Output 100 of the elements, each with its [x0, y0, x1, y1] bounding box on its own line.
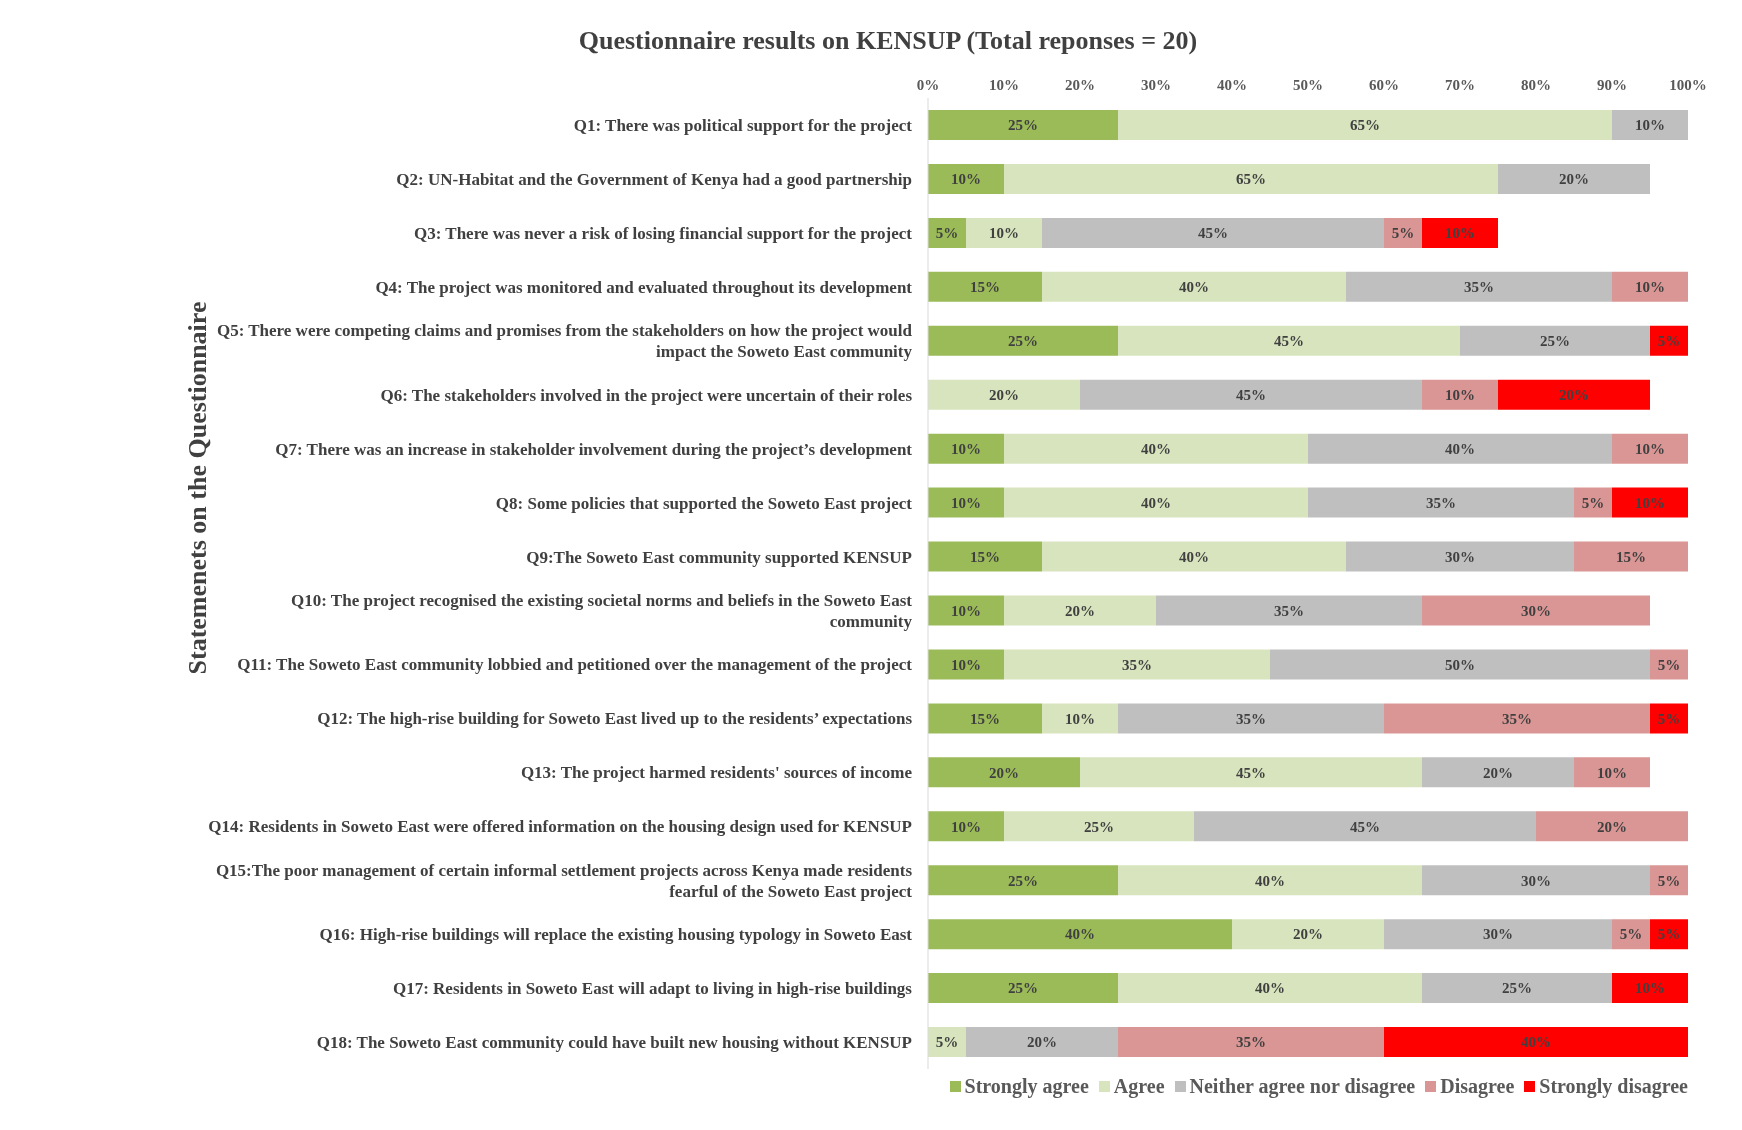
y-axis-title: Statemenets on the Questionnaire: [183, 301, 213, 675]
data-label: 5%: [1657, 710, 1681, 727]
bar: [928, 110, 1118, 140]
y-tick-label: Q13: The project harmed residents' sources of income: [520, 762, 913, 782]
data-label: 25%: [1008, 333, 1038, 350]
data-label: 40%: [1065, 926, 1095, 943]
bar: [928, 865, 1118, 896]
bar: [1118, 865, 1422, 896]
chart-title: Questionnaire results on KENSUP (Total reponses = 20): [577, 26, 1199, 56]
legend-label: Strongly agree: [963, 1075, 1089, 1098]
data-label: 40%: [1255, 980, 1285, 997]
bar: [966, 217, 1042, 248]
data-label: 20%: [1293, 926, 1323, 943]
data-label: 15%: [970, 710, 1000, 727]
bar: [1574, 541, 1688, 572]
bar: [1308, 487, 1574, 518]
bar: [1612, 271, 1688, 302]
bar: [1384, 919, 1612, 950]
bar: [1004, 163, 1498, 194]
y-tick-label: Q6: The stakeholders involved in the project were uncertain of their roles: [380, 385, 913, 405]
data-label: 10%: [1635, 117, 1665, 134]
bar: [1004, 649, 1270, 680]
data-label: 25%: [1084, 818, 1114, 835]
y-tick-label: Q4: The project was monitored and evaluated throughout its development: [375, 277, 913, 297]
data-label: 10%: [1065, 710, 1095, 727]
data-label: 25%: [1008, 117, 1038, 134]
bar: [1346, 541, 1574, 572]
data-label: 20%: [1027, 1034, 1057, 1051]
legend-label: Agree: [1112, 1075, 1165, 1098]
bar: [1460, 325, 1650, 356]
bar: [928, 541, 1042, 572]
data-label: 5%: [1657, 872, 1681, 889]
data-label: 5%: [1657, 333, 1681, 350]
bar: [1118, 325, 1460, 356]
bar: [1118, 703, 1384, 734]
x-tick-label: 100%: [1669, 77, 1707, 93]
data-label: 10%: [1445, 387, 1475, 404]
bar: [1080, 757, 1422, 788]
data-label: 30%: [1483, 926, 1513, 943]
bar: [1080, 379, 1422, 410]
bar: [928, 595, 1004, 626]
data-label: 5%: [1391, 225, 1415, 242]
data-label: 20%: [1597, 818, 1627, 835]
data-label: 35%: [1236, 1034, 1266, 1051]
x-tick-label: 10%: [989, 77, 1019, 93]
y-tick-label: Q12: The high-rise building for Soweto East lived up to the residents’ expectations: [317, 708, 913, 728]
data-label: 25%: [1502, 980, 1532, 997]
data-label: 5%: [1657, 926, 1681, 943]
x-tick-label: 60%: [1369, 77, 1399, 93]
y-tick-label: Q18: The Soweto East community could have built new housing without KENSUP: [316, 1032, 912, 1052]
data-label: 35%: [1426, 494, 1456, 511]
data-label: 5%: [1619, 926, 1643, 943]
bar: [1004, 811, 1194, 842]
data-label: 10%: [951, 656, 981, 673]
bar: [1612, 110, 1688, 140]
data-label: 35%: [1464, 279, 1494, 296]
bar: [928, 379, 1080, 410]
data-label: 10%: [951, 494, 981, 511]
bar: [928, 919, 1232, 950]
y-tick-label: Q11: The Soweto East community lobbied and petitioned over the management of the project: [237, 654, 913, 674]
data-label: 5%: [1657, 656, 1681, 673]
data-label: 40%: [1445, 440, 1475, 457]
data-label: 20%: [1065, 602, 1095, 619]
data-label: 30%: [1521, 602, 1551, 619]
data-label: 10%: [1445, 225, 1475, 242]
data-label: 45%: [1274, 333, 1304, 350]
bar: [1612, 487, 1688, 518]
data-label: 65%: [1350, 117, 1380, 134]
data-label: 10%: [1635, 440, 1665, 457]
data-label: 40%: [1179, 279, 1209, 296]
bar: [1004, 595, 1156, 626]
bar: [1422, 865, 1650, 896]
data-label: 40%: [1141, 440, 1171, 457]
bar: [1232, 919, 1384, 950]
data-label: 5%: [935, 225, 959, 242]
bar: [1346, 271, 1612, 302]
bar: [928, 811, 1004, 842]
x-tick-label: 90%: [1597, 77, 1627, 93]
legend-label: Strongly disagree: [1538, 1075, 1688, 1098]
bar: [928, 163, 1004, 194]
data-label: 35%: [1122, 656, 1152, 673]
data-label: 5%: [1581, 494, 1605, 511]
data-label: 40%: [1179, 548, 1209, 565]
bar: [928, 487, 1004, 518]
data-label: 15%: [1616, 548, 1646, 565]
bar: [1042, 541, 1346, 572]
bar: [928, 757, 1080, 788]
y-tick-label: Q17: Residents in Soweto East will adapt to living in high-rise buildings: [392, 978, 913, 998]
data-label: 10%: [1597, 764, 1627, 781]
y-tick-label: Q16: High-rise buildings will replace the existing housing typology in Soweto East: [319, 924, 913, 944]
bar: [1004, 433, 1308, 464]
data-label: 35%: [1502, 710, 1532, 727]
data-label: 20%: [1483, 764, 1513, 781]
bar: [1384, 703, 1650, 734]
data-label: 45%: [1198, 225, 1228, 242]
data-label: 10%: [1635, 494, 1665, 511]
data-label: 65%: [1236, 171, 1266, 188]
data-label: 20%: [1559, 171, 1589, 188]
y-tick-label: Q7: There was an increase in stakeholder involvement during the project’s development: [275, 439, 913, 459]
legend-label: Neither agree nor disagree: [1188, 1075, 1416, 1098]
